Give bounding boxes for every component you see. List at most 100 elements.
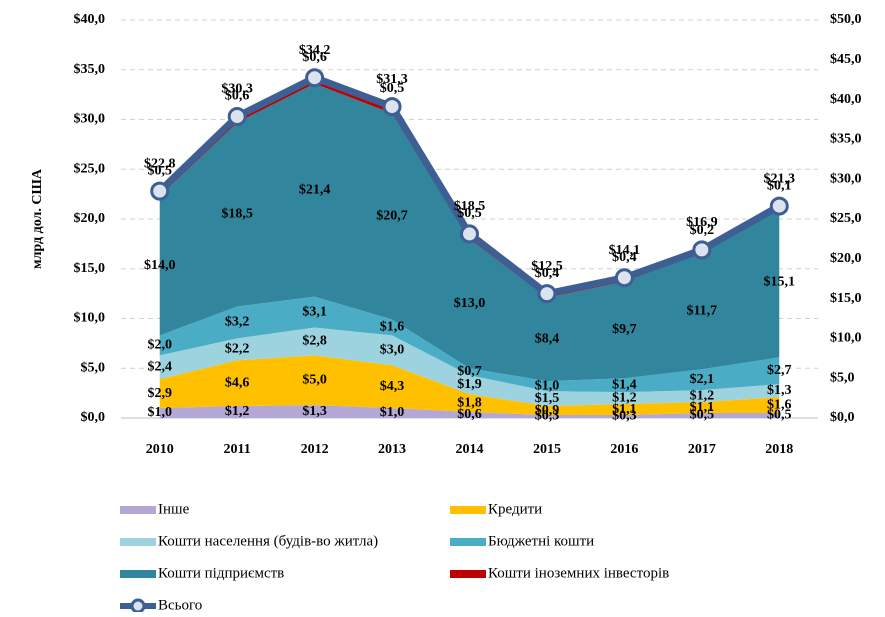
x-tick-label: 2014 [456,442,484,457]
total-marker [769,196,789,216]
legend-swatch [120,506,156,514]
data-label: $3,0 [380,343,405,358]
data-label: $13,0 [454,296,486,311]
area [159,296,780,393]
y2-tick-label: $40,0 [830,92,862,107]
data-label: $0,5 [690,408,715,423]
data-label: $1,2 [690,388,715,403]
x-tick-label: 2012 [301,442,329,457]
data-label: $1,6 [380,320,405,335]
data-label: $30,3 [221,82,253,97]
data-label: $0,5 [767,408,792,423]
legend-swatch [130,598,146,614]
data-label: $8,4 [535,332,560,347]
data-label: $1,4 [612,377,637,392]
legend-label: Всього [158,597,202,612]
data-label: $2,2 [225,342,250,357]
total-marker [460,224,479,244]
data-label: $0,7 [457,364,482,379]
data-label: $0,4 [535,266,560,281]
data-label: $0,3 [535,409,560,424]
data-label: $14,1 [609,243,641,258]
legend-swatch [120,570,156,578]
data-label: $0,2 [690,223,715,238]
data-label: $1,0 [147,405,172,420]
y-axis-label: млрд дол. США [30,168,45,269]
y-tick-label: $5,0 [81,360,106,375]
y2-tick-label: $35,0 [830,132,862,147]
data-label: $20,7 [376,209,408,224]
x-tick-label: 2016 [610,442,638,457]
data-label: $15,1 [764,274,796,289]
total-marker [537,284,557,304]
area [159,327,780,407]
data-label: $2,0 [147,338,172,353]
legend-label: Кошти населення (будів-во житла) [158,533,378,549]
legend-label: Кошти іноземних інвесторів [488,565,669,581]
area [159,405,780,418]
legend-label: Бюджетні кошти [488,533,594,549]
data-label: $21,3 [764,171,796,186]
data-label: $14,0 [144,258,176,273]
data-label: $0,9 [535,403,560,418]
y2-tick-label: $5,0 [830,370,855,385]
data-label: $3,2 [225,315,250,330]
data-label: $2,8 [302,334,327,349]
data-label: $2,9 [147,386,172,401]
data-label: $1,5 [535,391,560,406]
legend-swatch [450,506,486,514]
data-label: $3,1 [302,304,327,319]
total-marker [382,97,402,117]
y2-tick-label: $45,0 [830,52,862,67]
data-label: $12,5 [531,259,563,274]
y-tick-label: $20,0 [74,211,106,226]
data-label: $0,5 [380,81,405,96]
y-tick-label: $0,0 [81,410,106,425]
y-tick-label: $35,0 [74,62,106,77]
x-tick-label: 2015 [533,442,561,457]
y-tick-label: $15,0 [74,261,106,276]
legend-label: Кредити [488,501,542,517]
data-label: $1,1 [612,402,637,417]
data-label: $1,2 [612,390,637,405]
legend-swatch [450,538,486,546]
total-marker [614,268,634,288]
data-label: $22,8 [144,156,176,171]
y2-tick-label: $10,0 [830,331,862,346]
data-label: $1,2 [225,404,250,419]
y-tick-label: $40,0 [74,12,106,27]
data-label: $9,7 [612,322,637,337]
legend-label: Кошти підприємств [158,565,284,581]
y2-tick-label: $0,0 [830,410,855,425]
legend-swatch [120,538,156,546]
data-label: $4,6 [225,375,250,390]
data-label: $1,0 [380,405,405,420]
y2-tick-label: $25,0 [830,211,862,226]
data-label: $2,1 [690,372,715,387]
data-label: $0,5 [147,163,172,178]
data-label: $5,0 [302,372,327,387]
data-label: $1,8 [457,395,482,410]
data-label: $18,5 [221,207,253,222]
data-label: $4,3 [380,379,405,394]
data-label: $1,0 [535,378,560,393]
data-label: $1,3 [302,404,327,419]
y2-tick-label: $20,0 [830,251,862,266]
x-tick-label: 2011 [224,442,251,457]
y-tick-label: $25,0 [74,161,106,176]
data-label: $0,5 [457,206,482,221]
legend-swatch [450,570,486,578]
data-label: $1,9 [457,377,482,392]
area [159,355,780,416]
total-marker [692,240,712,260]
total-marker [150,181,170,201]
y2-tick-label: $50,0 [830,12,862,27]
data-label: $1,6 [767,397,792,412]
x-tick-label: 2018 [765,442,793,457]
data-label: $0,3 [612,409,637,424]
data-label: $0,6 [302,50,327,65]
data-label: $31,3 [376,72,408,87]
data-label: $2,7 [767,363,792,378]
y2-tick-label: $15,0 [830,291,862,306]
